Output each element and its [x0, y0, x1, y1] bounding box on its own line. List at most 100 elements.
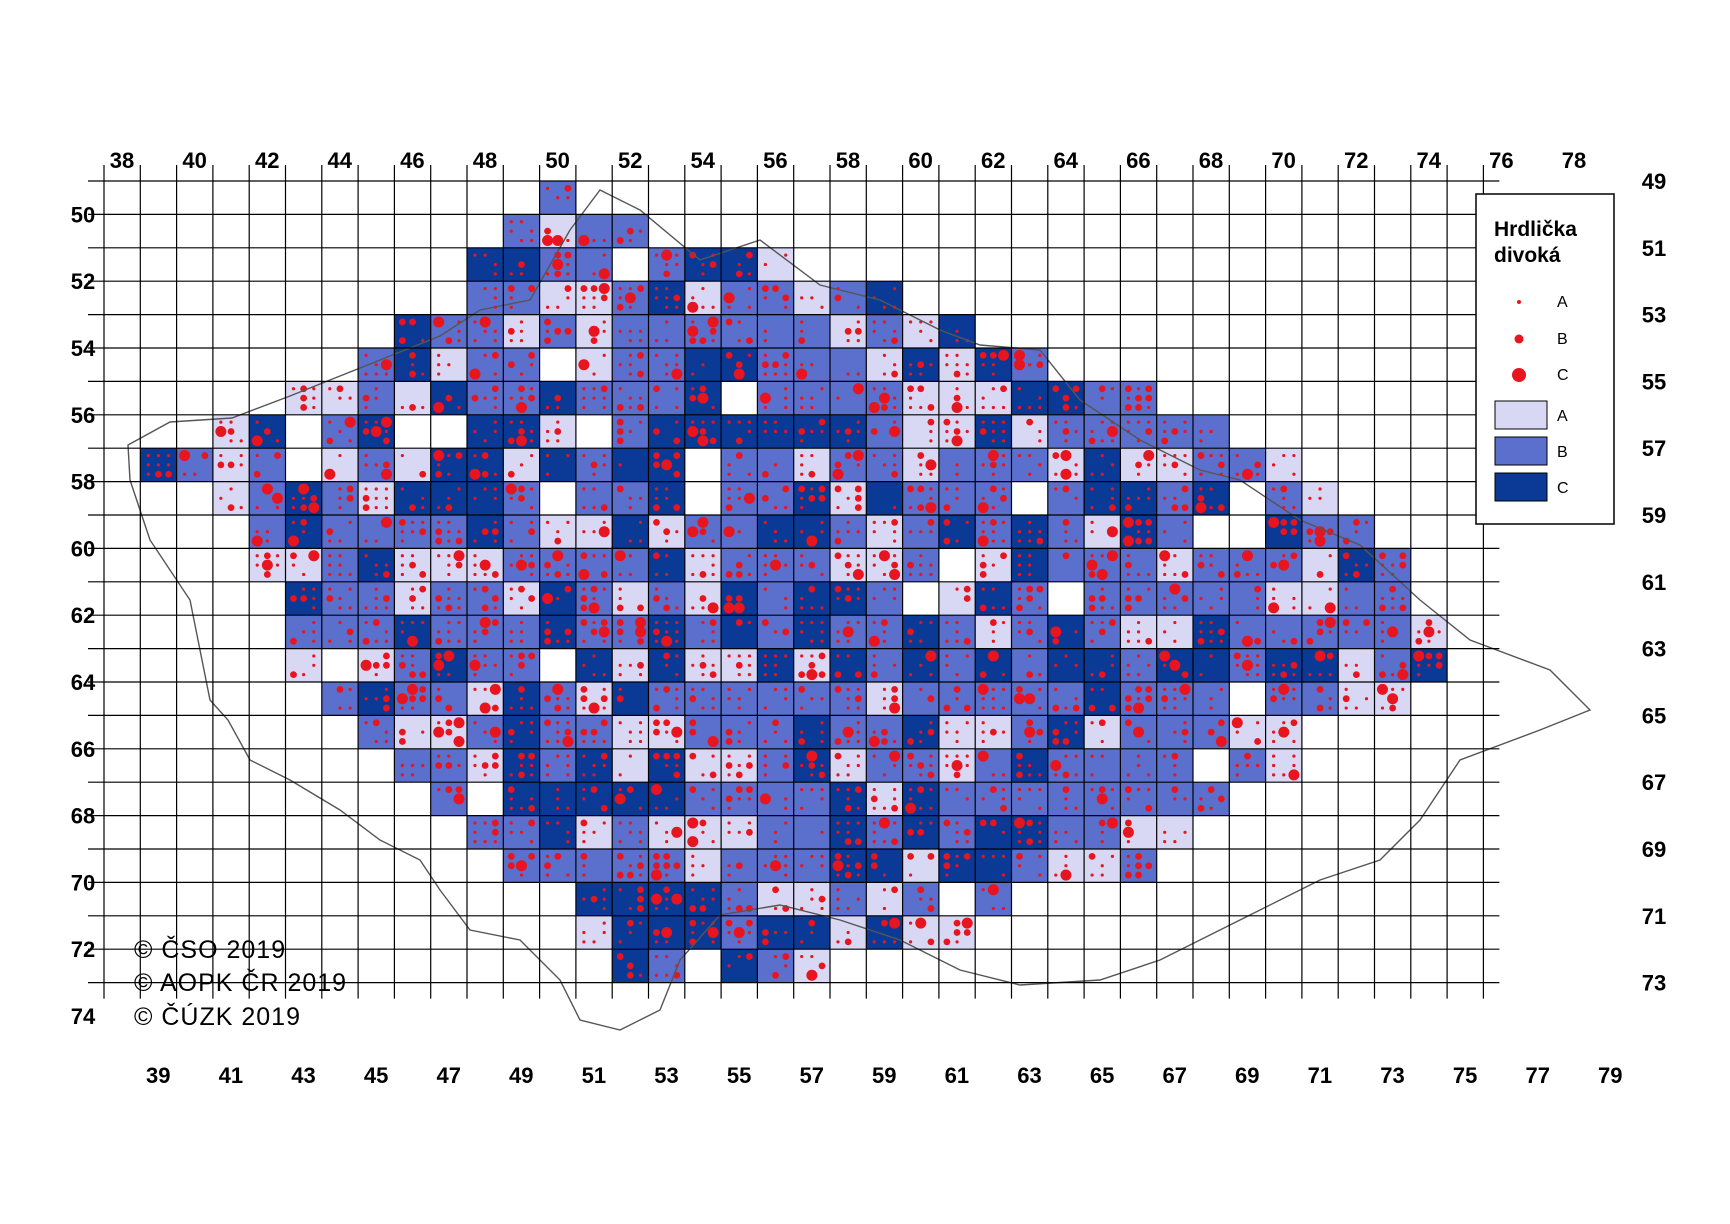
occurrence-dot: [917, 828, 925, 836]
occurrence-dot: [1244, 752, 1251, 760]
occurrence-dot: [519, 320, 524, 324]
occurrence-dot: [419, 695, 427, 703]
occurrence-dot: [654, 405, 659, 410]
occurrence-dot: [691, 687, 695, 691]
occurrence-dot: [917, 385, 925, 393]
occurrence-dot: [544, 337, 551, 345]
grid-cell: [1338, 581, 1375, 616]
occurrence-dot: [1292, 453, 1296, 458]
occurrence-dot: [836, 639, 840, 643]
occurrence-dot: [447, 620, 451, 625]
occurrence-dot: [518, 485, 525, 493]
occurrence-dot: [338, 563, 342, 567]
occurrence-dot: [1181, 485, 1189, 493]
occurrence-dot: [981, 721, 985, 725]
occurrence-dot: [665, 339, 669, 343]
occurrence-dot: [1197, 494, 1205, 502]
legend: Hrdlička divoká A B C A B C: [1475, 193, 1615, 525]
occurrence-dot: [872, 387, 876, 391]
occurrence-dot: [893, 596, 897, 601]
occurrence-dot: [1173, 773, 1177, 777]
occurrence-dot: [927, 418, 935, 426]
grid-cell: [938, 515, 976, 549]
occurrence-dot: [881, 619, 888, 626]
occurrence-dot: [1124, 504, 1132, 512]
occurrence-dot: [1271, 763, 1276, 768]
occurrence-dot: [421, 496, 425, 500]
occurrence-dot: [398, 738, 406, 745]
occurrence-dot: [981, 706, 985, 710]
occurrence-dot: [689, 394, 697, 402]
top-axis-label: 50: [545, 148, 569, 173]
occurrence-dot: [747, 420, 752, 424]
occurrence-dot: [919, 472, 923, 476]
occurrence-dot: [800, 463, 804, 467]
occurrence-dot: [556, 787, 560, 792]
occurrence-dot: [374, 487, 378, 491]
occurrence-dot: [509, 806, 513, 810]
occurrence-dot: [638, 420, 643, 424]
occurrence-dot: [618, 840, 622, 844]
occurrence-dot: [1036, 585, 1044, 593]
occurrence-dot: [737, 730, 741, 734]
occurrence-dot: [590, 461, 598, 469]
occurrence-dot: [545, 429, 550, 434]
occurrence-dot: [808, 661, 816, 669]
occurrence-dot: [653, 728, 660, 736]
occurrence-dot: [665, 830, 669, 834]
occurrence-dot: [1064, 864, 1068, 868]
occurrence-dot: [800, 506, 804, 510]
occurrence-dot: [773, 730, 778, 734]
occurrence-dot: [602, 639, 606, 643]
occurrence-dot: [1163, 496, 1167, 500]
occurrence-dot: [1126, 673, 1130, 677]
grid-cell: [1011, 448, 1048, 482]
occurrence-dot: [384, 506, 389, 510]
occurrence-dot: [421, 763, 425, 768]
occurrence-dot: [598, 526, 610, 538]
occurrence-dot: [447, 496, 451, 500]
occurrence-dot: [372, 619, 380, 626]
occurrence-dot: [582, 797, 586, 801]
occurrence-dot: [763, 429, 767, 434]
occurrence-dot: [834, 485, 842, 493]
occurrence-dot: [566, 721, 570, 725]
occurrence-dot: [991, 429, 995, 434]
occurrence-dot: [854, 494, 862, 502]
occurrence-dot: [1215, 735, 1227, 747]
occurrence-dot: [727, 487, 731, 491]
occurrence-dot: [699, 428, 707, 435]
occurrence-dot: [398, 337, 406, 345]
occurrence-dot: [616, 871, 624, 879]
occurrence-dot: [784, 372, 788, 376]
occurrence-dot: [820, 906, 824, 911]
occurrence-dot: [453, 550, 465, 562]
occurrence-dot: [616, 953, 624, 960]
occurrence-dot: [556, 639, 560, 643]
occurrence-dot: [556, 739, 560, 744]
occurrence-dot: [991, 563, 995, 567]
occurrence-dot: [1173, 572, 1177, 577]
occurrence-dot: [893, 539, 897, 543]
occurrence-dot: [602, 405, 606, 410]
occurrence-dot: [989, 786, 997, 793]
occurrence-dot: [955, 587, 959, 591]
occurrence-dot: [955, 787, 959, 792]
occurrence-dot: [255, 506, 259, 510]
occurrence-dot: [832, 468, 844, 480]
top-axis-label: 62: [981, 148, 1005, 173]
left-axis-label: 70: [71, 870, 95, 895]
occurrence-dot: [907, 385, 914, 393]
occurrence-dot: [1173, 639, 1177, 643]
occurrence-dot: [272, 492, 284, 504]
occurrence-dot: [554, 571, 562, 578]
occurrence-dot: [628, 754, 632, 758]
occurrence-dot: [707, 927, 719, 938]
occurrence-dot: [727, 897, 731, 901]
occurrence-dot: [421, 730, 425, 734]
occurrence-dot: [509, 654, 513, 658]
occurrence-dot: [1088, 704, 1096, 712]
occurrence-dot: [1209, 654, 1213, 658]
occurrence-dot: [701, 286, 705, 291]
occurrence-dot: [1389, 704, 1397, 712]
